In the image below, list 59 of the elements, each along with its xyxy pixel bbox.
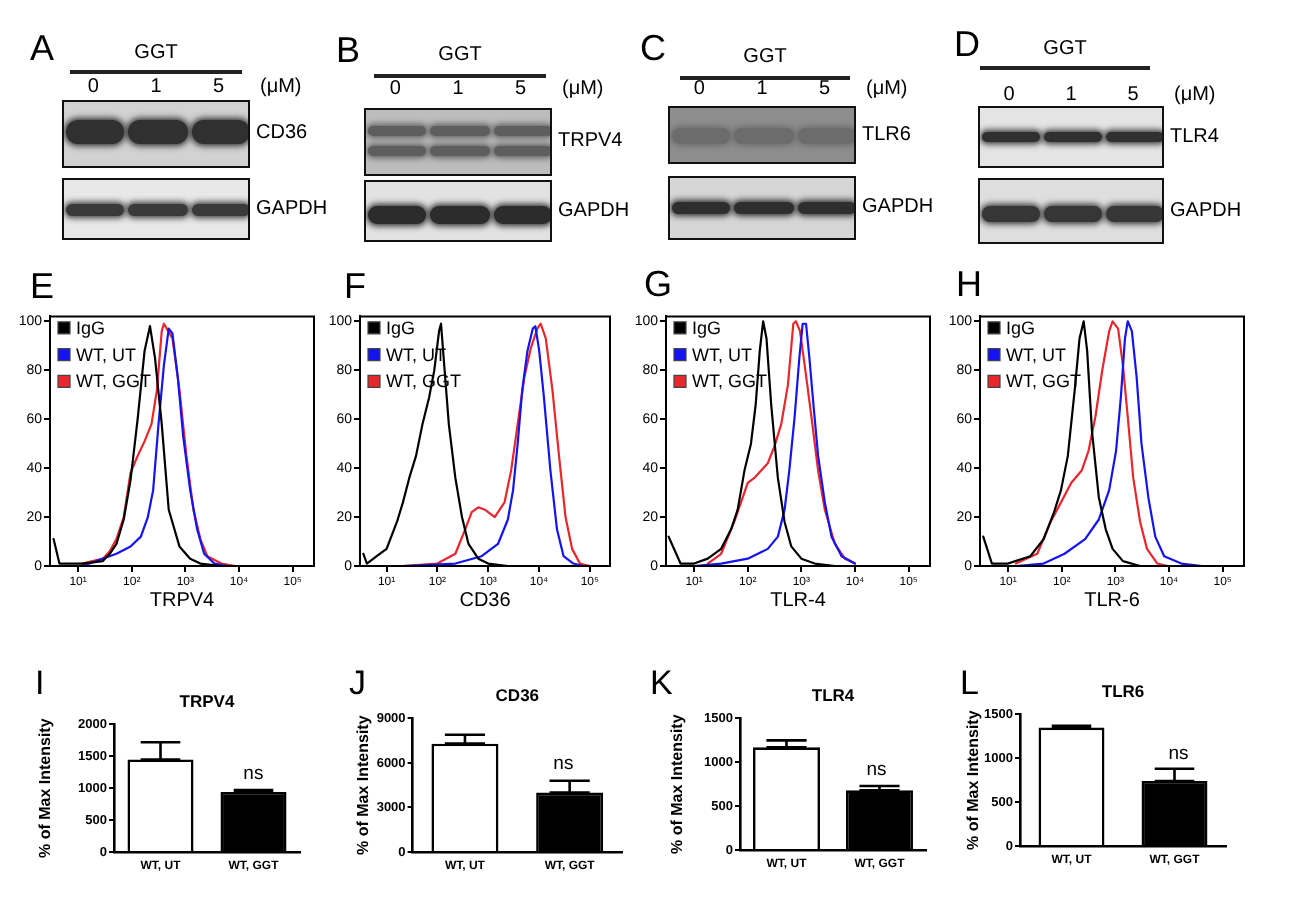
text: G [644,263,673,304]
annotation: ns [243,763,264,786]
text: TLR6 [862,123,911,145]
text: GGT [743,46,787,68]
y-axis-title: % of Max Intensity [36,717,55,858]
text: L [960,663,979,702]
y-axis-title: % of Max Intensity [668,713,687,854]
y-axis-title: % of Max Intensity [964,709,983,850]
text: F [344,265,366,306]
y-axis-title: % of Max Intensity [354,714,373,855]
legend-label: WT, UT [1006,344,1067,365]
legend-label: IgG [76,317,106,338]
legend-label: IgG [692,317,722,338]
category-label: 1 [452,78,464,100]
chart-title: TLR4 [811,684,855,705]
legend-label: WT, UT [692,344,753,365]
annotation: ns [553,751,574,774]
category-label: 1 [150,76,162,98]
category-label: 1 [756,78,768,100]
text: D [954,24,980,64]
chart-title: CD36 [495,684,540,705]
legend-label: IgG [1006,317,1036,338]
text: (μM) [260,76,302,98]
chart-title: TLR6 [1101,680,1145,701]
x-axis-title: TRPV4 [149,589,216,612]
text: TRPV4 [558,130,623,152]
category-label: 5 [819,78,831,100]
text: GGT [1043,38,1087,60]
text: I [35,663,45,702]
text: GAPDH [558,199,630,221]
text: CD36 [256,122,308,144]
category-label: 1 [1065,84,1077,106]
x-axis-title: CD36 [459,589,512,612]
chart-title: TRPV4 [179,690,235,711]
annotation: ns [866,758,887,781]
text: A [30,28,55,68]
text: B [336,30,361,70]
text: (μM) [866,78,908,100]
category-label: 5 [515,78,527,100]
text: GAPDH [256,197,328,219]
text: C [640,28,666,68]
text: GGT [438,44,482,66]
text: E [30,265,55,306]
x-axis-title: TLR-6 [1084,589,1141,612]
text: (μM) [562,78,604,100]
text: TLR4 [1170,125,1219,147]
category-label: 5 [213,76,225,98]
text: J [349,663,366,702]
text: K [650,663,673,702]
text: GAPDH [1170,199,1242,221]
text: H [956,263,982,304]
text: GAPDH [862,196,934,218]
annotation: ns [1168,741,1189,764]
text: (μM) [1174,84,1216,106]
legend-label: IgG [386,317,416,338]
legend-label: WT, UT [76,344,137,365]
text: GGT [134,42,178,64]
x-axis-title: TLR-4 [770,589,827,612]
category-label: 5 [1127,84,1139,106]
